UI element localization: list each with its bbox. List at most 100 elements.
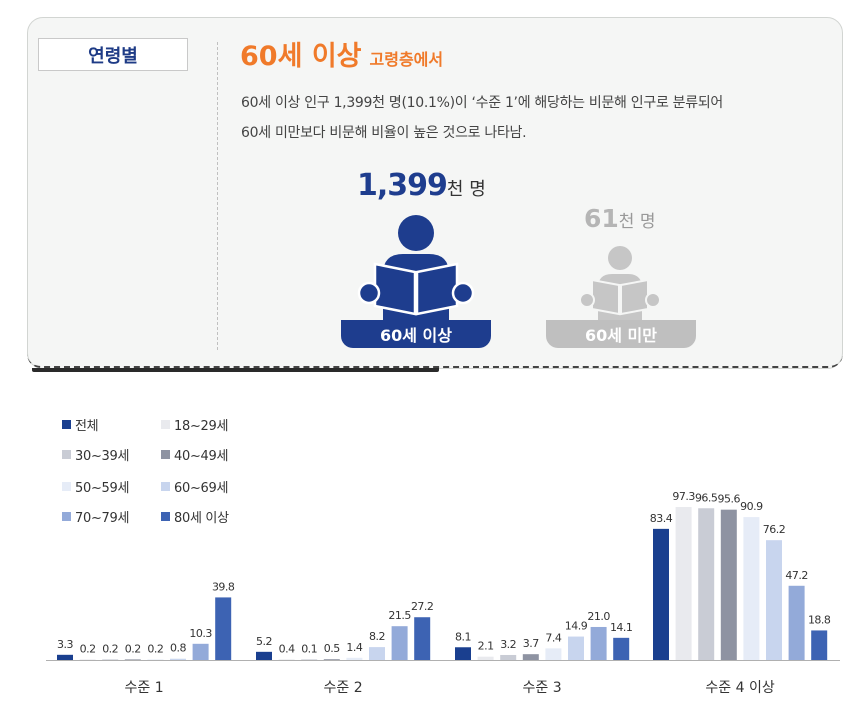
bar-3-7 [811,630,828,660]
data-label-1-7: 27.2 [411,600,434,613]
panel-bottom-border [27,354,843,368]
bar-3-4 [743,517,760,660]
legend-item-5: 60~69세 [161,477,228,496]
legend-item-7: 80세 이상 [161,507,229,526]
under60-value: 61 [584,204,619,233]
data-label-3-0: 83.4 [650,512,673,525]
bar-3-2 [698,508,715,660]
data-label-1-0: 5.2 [256,635,272,648]
under60-unit: 천 명 [618,212,656,232]
reader-icon-over60 [357,215,475,322]
legend-swatch [161,512,170,521]
data-label-2-0: 8.1 [455,630,471,643]
legend-label: 40~49세 [174,449,229,464]
bar-1-6 [391,626,408,660]
legend-label: 18~29세 [174,419,229,434]
data-label-0-4: 0.2 [147,642,163,655]
desc-line-1: 60세 이상 인구 1,399천 명(10.1%)이 ‘수준 1’에 해당하는 … [241,95,724,111]
under60-label: 60세 미만 [546,320,696,348]
bar-2-2 [500,654,517,660]
bar-0-7 [215,597,232,660]
legend-item-3: 40~49세 [161,445,228,464]
bar-3-1 [675,507,692,660]
data-label-0-2: 0.2 [102,642,118,655]
over60-value: 1,399 [357,168,448,203]
category-label-3: 수준 4 이상 [705,680,774,696]
data-label-1-5: 8.2 [369,630,385,643]
category-label-2: 수준 3 [523,680,562,696]
bar-1-0 [256,651,272,660]
bar-2-5 [568,636,584,660]
bar-0-1 [79,659,96,660]
data-label-3-6: 47.2 [785,569,808,582]
data-label-0-6: 10.3 [189,627,212,640]
data-label-1-4: 1.4 [346,641,362,654]
data-label-3-3: 95.6 [718,493,741,506]
legend-label: 전체 [75,419,99,434]
bar-2-1 [477,656,494,660]
data-label-3-1: 97.3 [672,490,695,503]
data-label-3-7: 18.8 [808,613,831,626]
data-label-2-1: 2.1 [478,640,494,653]
data-label-3-4: 90.9 [740,500,763,513]
legend-swatch [161,450,170,459]
data-label-1-1: 0.4 [279,642,295,655]
desc-line-2: 60세 미만보다 비문해 비율이 높은 것으로 나타남. [241,125,527,141]
data-label-0-1: 0.2 [80,642,96,655]
panel-description: 60세 이상 인구 1,399천 명(10.1%)이 ‘수준 1’에 해당하는 … [241,88,821,148]
data-label-2-4: 7.4 [545,631,561,644]
data-label-3-2: 96.5 [695,491,718,504]
data-label-1-3: 0.5 [324,642,340,655]
heading-sub: 고령층에서 [369,50,444,69]
bar-1-3 [323,659,340,660]
data-label-2-3: 3.7 [523,637,539,650]
over60-label: 60세 이상 [341,320,491,348]
data-label-2-7: 14.1 [610,621,633,634]
bar-0-6 [192,643,209,660]
reader-icon-under60 [579,246,661,320]
data-label-1-2: 0.1 [301,642,317,655]
legend-swatch [62,450,71,459]
bar-0-0 [57,654,73,660]
data-label-3-5: 76.2 [763,523,786,536]
heading-main: 60세 이상 [240,41,362,72]
data-label-0-0: 3.3 [57,638,73,651]
bar-0-2 [102,659,119,660]
bar-3-0 [653,528,669,660]
legend-swatch [62,420,71,429]
legend-swatch [62,512,71,521]
legend-swatch [161,482,170,491]
data-label-0-3: 0.2 [125,642,141,655]
over60-count: 1,399천 명 [357,168,486,203]
legend-item-6: 70~79세 [62,507,129,526]
legend-label: 60~69세 [174,481,229,496]
bar-0-4 [147,659,164,660]
panel-heading: 60세 이상 고령층에서 [240,34,443,73]
legend-swatch [62,482,71,491]
panel-shadow [32,368,439,372]
bar-2-4 [545,648,562,660]
legend-item-4: 50~59세 [62,477,129,496]
legend-item-0: 전체 [62,415,99,434]
data-label-2-6: 21.0 [587,610,610,623]
panel-divider [217,42,218,350]
category-label-0: 수준 1 [125,680,164,696]
data-label-2-5: 14.9 [565,620,588,633]
legend-item-2: 30~39세 [62,445,129,464]
bar-2-3 [522,654,539,660]
bar-2-7 [613,637,630,660]
category-label-1: 수준 2 [324,680,363,696]
bar-3-3 [720,509,737,660]
data-label-1-6: 21.5 [388,609,411,622]
over60-unit: 천 명 [446,179,486,200]
bar-1-7 [414,617,431,660]
bar-3-5 [766,540,782,660]
tab-by-age[interactable]: 연령별 [38,38,188,71]
legend-swatch [161,420,170,429]
legend-item-1: 18~29세 [161,415,228,434]
legend-label: 50~59세 [75,481,130,496]
bar-2-0 [455,647,471,660]
legend-label: 30~39세 [75,449,130,464]
bar-3-6 [788,585,805,660]
